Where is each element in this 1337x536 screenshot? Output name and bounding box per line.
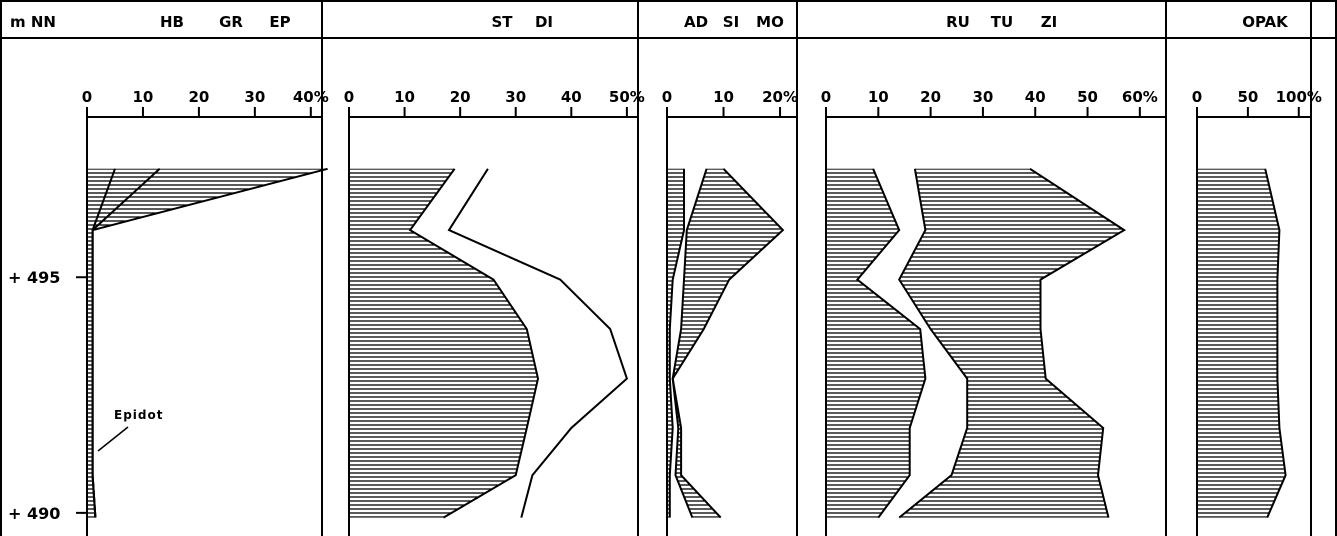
annotation-epidot: Epidot <box>114 408 163 422</box>
panel-2-area-mo <box>672 168 783 518</box>
panel-0-tick-label-0: 0 <box>82 88 92 106</box>
panel-3-line-ru <box>855 168 927 519</box>
panel-3-header-zi: ZI <box>1041 13 1057 31</box>
panel-3-header-tu: TU <box>991 13 1013 31</box>
panel-1-header-st: ST <box>491 13 513 31</box>
panel-3-tick-label-1: 10 <box>868 88 889 106</box>
panel-0-tick-label-4: 40% <box>293 88 329 106</box>
panel-3-tick-label-0: 0 <box>821 88 831 106</box>
panel-4-tick-label-0: 0 <box>1192 88 1202 106</box>
panel-3-tick-label-6: 60% <box>1122 88 1158 106</box>
panel-4: 0 50 100% OPAK <box>1192 1 1322 536</box>
panel-3-tick-label-2: 20 <box>920 88 941 106</box>
panel-2-line-ad <box>668 168 685 518</box>
panel-3-area-zi <box>899 168 1125 518</box>
depth-axis: + 495 + 490 <box>8 117 88 536</box>
panel-2-tick-label-1: 10 <box>713 88 734 106</box>
annotation-epidot-leader <box>97 426 129 452</box>
panel-4-header-opak: OPAK <box>1242 13 1289 31</box>
panel-1-tick-label-1: 10 <box>394 88 415 106</box>
panel-1-area-st <box>349 168 538 518</box>
panel-0-tick-label-1: 10 <box>133 88 154 106</box>
depth-tick-label-0: + 495 <box>8 268 60 287</box>
panel-2-header-mo: MO <box>756 13 784 31</box>
panel-3: 0 10 20 30 40 50 60% RU TU ZI <box>821 1 1167 536</box>
panel-2: 0 10 20% AD SI MO <box>662 1 798 536</box>
panel-1-tick-label-4: 40 <box>561 88 582 106</box>
panel-4-line-opak <box>1264 168 1287 518</box>
panel-2-line-si <box>671 168 708 518</box>
panel-2-tick-label-2: 20% <box>762 88 798 106</box>
panel-1: 0 10 20 30 40 50% ST DI <box>344 1 645 536</box>
panel-1-line-di <box>447 168 629 518</box>
panel-1-tick-label-0: 0 <box>344 88 354 106</box>
panel-3-tick-label-5: 50 <box>1077 88 1098 106</box>
panel-1-line-st <box>408 168 540 519</box>
panel-3-line-tu <box>898 168 969 519</box>
panel-3-line-zi <box>1029 167 1127 518</box>
mineral-panels: 0 10 20 30 40% HB GR EP Epidot 0 10 20 30 40 50% ST DI 0 1… <box>82 1 1322 536</box>
panel-0-line-ep <box>91 167 328 518</box>
panel-0-area-gr-ep <box>92 168 328 518</box>
panel-3-tick-label-4: 40 <box>1025 88 1046 106</box>
panel-0: 0 10 20 30 40% HB GR EP Epidot <box>82 1 329 536</box>
panel-3-tick-label-3: 30 <box>972 88 993 106</box>
panel-2-area-ad <box>667 168 684 518</box>
panel-1-tick-label-3: 30 <box>505 88 526 106</box>
panel-4-tick-label-1: 50 <box>1237 88 1258 106</box>
panel-0-header-ep: EP <box>269 13 290 31</box>
panel-2-line-mo <box>671 168 785 519</box>
depth-tick-label-1: + 490 <box>8 504 60 523</box>
panel-4-tick-label-2: 100% <box>1276 88 1322 106</box>
panel-4-area-opak <box>1197 168 1286 518</box>
panel-0-tick-label-2: 20 <box>188 88 209 106</box>
y-axis-title: m NN <box>10 13 56 31</box>
panel-1-tick-label-2: 20 <box>450 88 471 106</box>
panel-2-header-ad: AD <box>684 13 708 31</box>
panel-2-header-si: SI <box>723 13 739 31</box>
panel-2-tick-label-0: 0 <box>662 88 672 106</box>
panel-0-tick-label-3: 30 <box>244 88 265 106</box>
panel-3-header-ru: RU <box>946 13 970 31</box>
panel-0-header-gr: GR <box>219 13 243 31</box>
panel-1-tick-label-5: 50% <box>609 88 645 106</box>
panel-3-area-ru <box>826 168 926 518</box>
panel-0-header-hb: HB <box>160 13 184 31</box>
panel-1-header-di: DI <box>535 13 553 31</box>
